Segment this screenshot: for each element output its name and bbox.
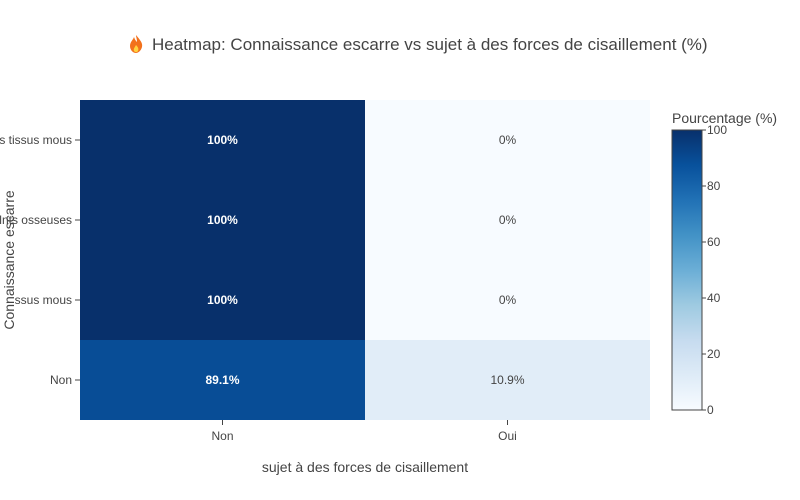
colorbar: Pourcentage (%) 0 20 40 60 80 100 — [671, 110, 777, 417]
colorbar-title: Pourcentage (%) — [672, 110, 777, 126]
cell-label: 89.1% — [205, 373, 239, 387]
colorbar-tick-label: 100 — [707, 123, 727, 137]
colorbar-tick-label: 20 — [707, 347, 721, 361]
cell-label: 0% — [499, 213, 517, 227]
cell-label: 100% — [207, 293, 238, 307]
cell-label: 0% — [499, 133, 517, 147]
heatmap-cells: 89.1% 10.9% 100% 0% 100% 0% 100% 0% — [80, 100, 650, 420]
heatmap-cell — [80, 340, 365, 420]
colorbar-tick-label: 40 — [707, 291, 721, 305]
x-tick-labels: Non Oui — [211, 420, 517, 443]
fire-icon — [130, 35, 143, 53]
heatmap-cell — [365, 260, 650, 340]
heatmap-cell — [80, 100, 365, 180]
heatmap-cell — [80, 180, 365, 260]
heatmap-cell — [365, 180, 650, 260]
y-tick-label: ssus mous — [15, 293, 72, 307]
cell-label: 100% — [207, 213, 238, 227]
x-tick-label: Non — [211, 429, 233, 443]
y-tick-label: lnts osseuses — [0, 213, 72, 227]
colorbar-ticks: 0 20 40 60 80 100 — [702, 123, 727, 417]
cell-label: 10.9% — [490, 373, 524, 387]
x-axis-title: sujet à des forces de cisaillement — [262, 459, 468, 475]
colorbar-tick-label: 0 — [707, 403, 714, 417]
cell-label: 0% — [499, 293, 517, 307]
heatmap-cell — [365, 340, 650, 420]
colorbar-gradient — [671, 129, 703, 411]
colorbar-tick-label: 80 — [707, 179, 721, 193]
y-tick-label: s tissus mous — [0, 133, 72, 147]
heatmap-cell — [80, 260, 365, 340]
y-tick-label: Non — [50, 373, 72, 387]
colorbar-tick-label: 60 — [707, 235, 721, 249]
heatmap-cell — [365, 100, 650, 180]
y-tick-labels: Non ssus mous lnts osseuses s tissus mous — [0, 133, 80, 387]
cell-label: 100% — [207, 133, 238, 147]
chart-title: Heatmap: Connaissance escarre vs sujet à… — [130, 35, 708, 54]
x-tick-label: Oui — [498, 429, 517, 443]
y-axis-title: Connaissance escarre — [1, 190, 17, 330]
chart-title-text: Heatmap: Connaissance escarre vs sujet à… — [152, 35, 708, 54]
